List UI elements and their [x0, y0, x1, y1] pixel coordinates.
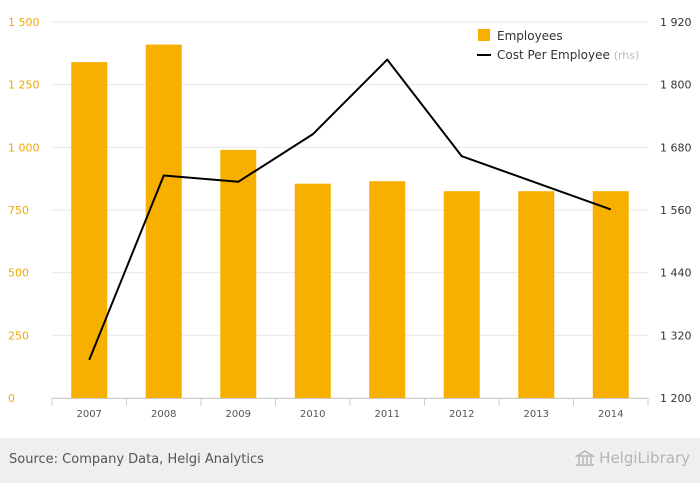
y-right-tick-label: 1 560 [660, 204, 692, 217]
bar-2009 [220, 149, 257, 398]
x-tick-label: 2007 [77, 409, 102, 420]
y-axis-left: 0 250 500 750 1 000 1 250 1 500 [8, 16, 40, 405]
legend: Employees Cost Per Employee (rhs) [477, 29, 639, 62]
brand-name: HelgiLibrary [599, 449, 690, 467]
legend-swatch-employees [478, 29, 490, 41]
y-left-tick-label: 250 [8, 329, 29, 342]
y-right-tick-label: 1 320 [660, 329, 692, 342]
x-tick-label: 2014 [598, 409, 623, 420]
brand-logo: HelgiLibrary [575, 449, 690, 467]
y-left-tick-label: 1 500 [8, 16, 40, 29]
bar-2007 [71, 62, 108, 399]
x-axis: 2007 2008 2009 2010 2011 2012 2013 2014 [51, 398, 649, 420]
bar-2010 [294, 183, 331, 398]
bar-2012 [443, 191, 480, 398]
line-series-cost-per-employee [88, 58, 612, 361]
y-right-tick-label: 1 800 [660, 79, 692, 92]
y-left-tick-label: 500 [8, 267, 29, 280]
y-right-tick-label: 1 680 [660, 141, 692, 154]
y-right-tick-label: 1 920 [660, 16, 692, 29]
bar-2011 [369, 181, 406, 398]
y-right-tick-label: 1 200 [660, 392, 692, 405]
legend-label-employees: Employees [497, 29, 563, 43]
y-right-tick-label: 1 440 [660, 267, 692, 280]
bar-2013 [518, 191, 555, 398]
y-left-tick-label: 0 [8, 392, 15, 405]
footer: Source: Company Data, Helgi Analytics He… [0, 438, 700, 483]
legend-label-rhs-suffix: (rhs) [614, 49, 640, 62]
y-axis-right: 1 200 1 320 1 440 1 560 1 680 1 800 1 920 [660, 16, 692, 405]
x-tick-label: 2011 [375, 409, 400, 420]
line-path [88, 58, 612, 361]
source-note: Source: Company Data, Helgi Analytics [9, 452, 264, 467]
bar-series-employees [71, 44, 629, 399]
legend-label-cost: Cost Per Employee (rhs) [497, 48, 639, 62]
bar-2008 [145, 44, 182, 399]
bar-2014 [592, 191, 629, 398]
library-building-icon [575, 450, 596, 466]
x-tick-label: 2009 [226, 409, 251, 420]
combo-chart: 2007 2008 2009 2010 2011 2012 2013 2014 0 250 500… [8, 16, 692, 420]
y-left-tick-label: 1 250 [8, 79, 40, 92]
x-tick-label: 2013 [524, 409, 549, 420]
grid-lines [52, 21, 648, 399]
x-tick-label: 2010 [300, 409, 325, 420]
x-tick-label: 2012 [449, 409, 474, 420]
y-left-tick-label: 1 000 [8, 141, 40, 154]
y-left-tick-label: 750 [8, 204, 29, 217]
x-tick-label: 2008 [151, 409, 176, 420]
